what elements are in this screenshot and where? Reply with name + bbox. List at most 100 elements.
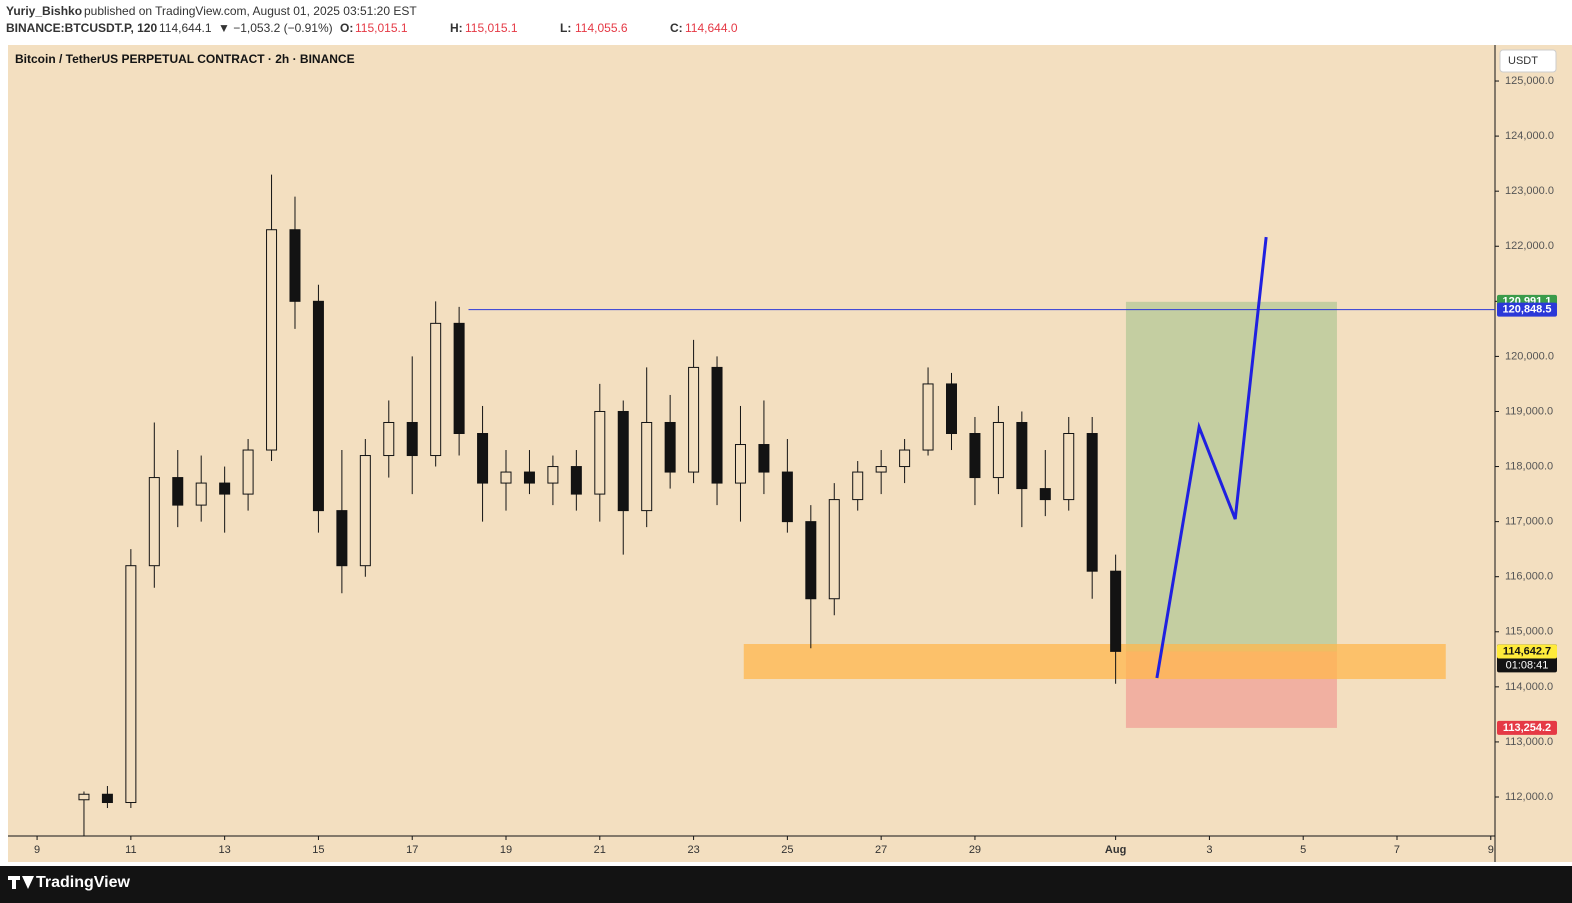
ohlc-key: C:	[670, 21, 683, 35]
currency-box[interactable]	[1499, 49, 1557, 73]
ohlc-key: H:	[450, 21, 463, 35]
candle-body	[852, 471, 864, 501]
candle-body	[289, 229, 301, 302]
price-badge-label: 113,254.2	[1503, 722, 1551, 734]
ohlc-value: 115,015.1	[465, 21, 518, 35]
x-tick-label: Aug	[1105, 844, 1126, 856]
candle-body	[946, 383, 958, 435]
candle-body	[195, 482, 207, 506]
candle-body	[523, 471, 535, 484]
candle-body	[1039, 488, 1051, 501]
candle-body	[336, 510, 348, 567]
candle-body	[500, 471, 512, 484]
candle-body	[594, 410, 606, 495]
candle-body	[992, 421, 1004, 479]
candle-body	[758, 444, 770, 473]
candle-body	[406, 421, 418, 457]
footer-bar	[0, 866, 1572, 903]
x-tick-label: 11	[125, 844, 136, 856]
y-tick-label: 122,000.0	[1505, 240, 1554, 252]
y-tick-label: 116,000.0	[1505, 571, 1553, 583]
candle-body	[78, 793, 90, 801]
candle-body	[922, 383, 934, 451]
y-tick-label: 112,000.0	[1505, 791, 1553, 803]
x-tick-label: 9	[1488, 844, 1494, 856]
candle-body	[101, 793, 113, 804]
candle-body	[664, 421, 676, 473]
ohlc-value: 114,644.0	[685, 21, 738, 35]
y-tick-label: 120,000.0	[1505, 350, 1554, 362]
ohlc-value: 114,055.6	[575, 21, 628, 35]
y-tick-label: 113,000.0	[1505, 736, 1553, 748]
candle-body	[547, 466, 559, 484]
candle-body	[805, 521, 817, 600]
candle-body	[477, 433, 489, 484]
price-badge	[1497, 720, 1557, 735]
y-tick-label: 115,000.0	[1505, 626, 1553, 638]
candle-body	[641, 421, 653, 512]
zone	[743, 644, 1446, 680]
x-tick-label: 15	[312, 844, 324, 856]
candle-body	[359, 455, 371, 567]
x-tick-label: 19	[500, 844, 512, 856]
candle-body	[172, 477, 184, 506]
brand: TradingView	[36, 874, 131, 891]
candle-body	[781, 471, 793, 523]
candle-body	[312, 300, 324, 512]
candle-body	[1086, 433, 1098, 572]
candle-body	[1110, 570, 1122, 652]
x-tick-label: 13	[219, 844, 231, 856]
price-badge	[1497, 644, 1557, 659]
candle-body	[688, 366, 700, 473]
x-tick-label: 27	[875, 844, 887, 856]
price-badge	[1497, 302, 1557, 317]
candle-body	[1063, 433, 1075, 501]
y-tick-label: 114,000.0	[1505, 681, 1553, 693]
y-tick-label: 117,000.0	[1505, 516, 1553, 528]
x-tick-label: 3	[1206, 844, 1212, 856]
candle-body	[734, 444, 746, 484]
last-price: 114,644.1	[159, 21, 212, 35]
candle-body	[453, 322, 465, 435]
x-tick-label: 5	[1300, 844, 1306, 856]
chart-title: Bitcoin / TetherUS PERPETUAL CONTRACT · …	[15, 52, 355, 66]
candle-body	[899, 449, 911, 468]
price-badge-label: 120,848.5	[1503, 304, 1552, 316]
candle-body	[1016, 421, 1028, 490]
y-tick-label: 119,000.0	[1505, 405, 1553, 417]
candle-body	[242, 449, 254, 495]
x-tick-label: 23	[687, 844, 699, 856]
x-tick-label: 17	[406, 844, 418, 856]
change: ▼ −1,053.2 (−0.91%)	[218, 21, 333, 35]
candle-body	[266, 229, 278, 451]
x-tick-label: 25	[781, 844, 793, 856]
candle-body	[383, 421, 395, 457]
symbol: BINANCE:BTCUSDT.P, 120	[6, 21, 157, 35]
candle-body	[570, 466, 582, 495]
time-axis-bg	[8, 836, 1495, 862]
candle-body	[148, 477, 160, 567]
candle-body	[430, 322, 442, 457]
x-tick-label: 7	[1394, 844, 1400, 856]
x-tick-label: 29	[969, 844, 981, 856]
candle-body	[828, 499, 840, 600]
y-tick-label: 118,000.0	[1505, 460, 1553, 472]
countdown: 01:08:41	[1506, 659, 1549, 671]
currency: USDT	[1508, 55, 1538, 67]
candle-body	[711, 366, 723, 484]
y-tick-label: 124,000.0	[1505, 130, 1554, 142]
ohlc-value: 115,015.1	[355, 21, 408, 35]
author: Yuriy_Bishko	[6, 4, 82, 18]
x-tick-label: 9	[34, 844, 40, 856]
y-tick-label: 125,000.0	[1505, 75, 1554, 87]
ohlc-key: O:	[340, 21, 353, 35]
y-tick-label: 123,000.0	[1505, 185, 1554, 197]
position-target	[1125, 301, 1337, 652]
ohlc-key: L:	[560, 21, 571, 35]
x-tick-label: 21	[594, 844, 606, 856]
candle-body	[875, 466, 887, 473]
projection-path	[1155, 236, 1268, 679]
logo-icon	[8, 876, 34, 889]
price-badge-label: 114,642.7	[1503, 645, 1551, 657]
